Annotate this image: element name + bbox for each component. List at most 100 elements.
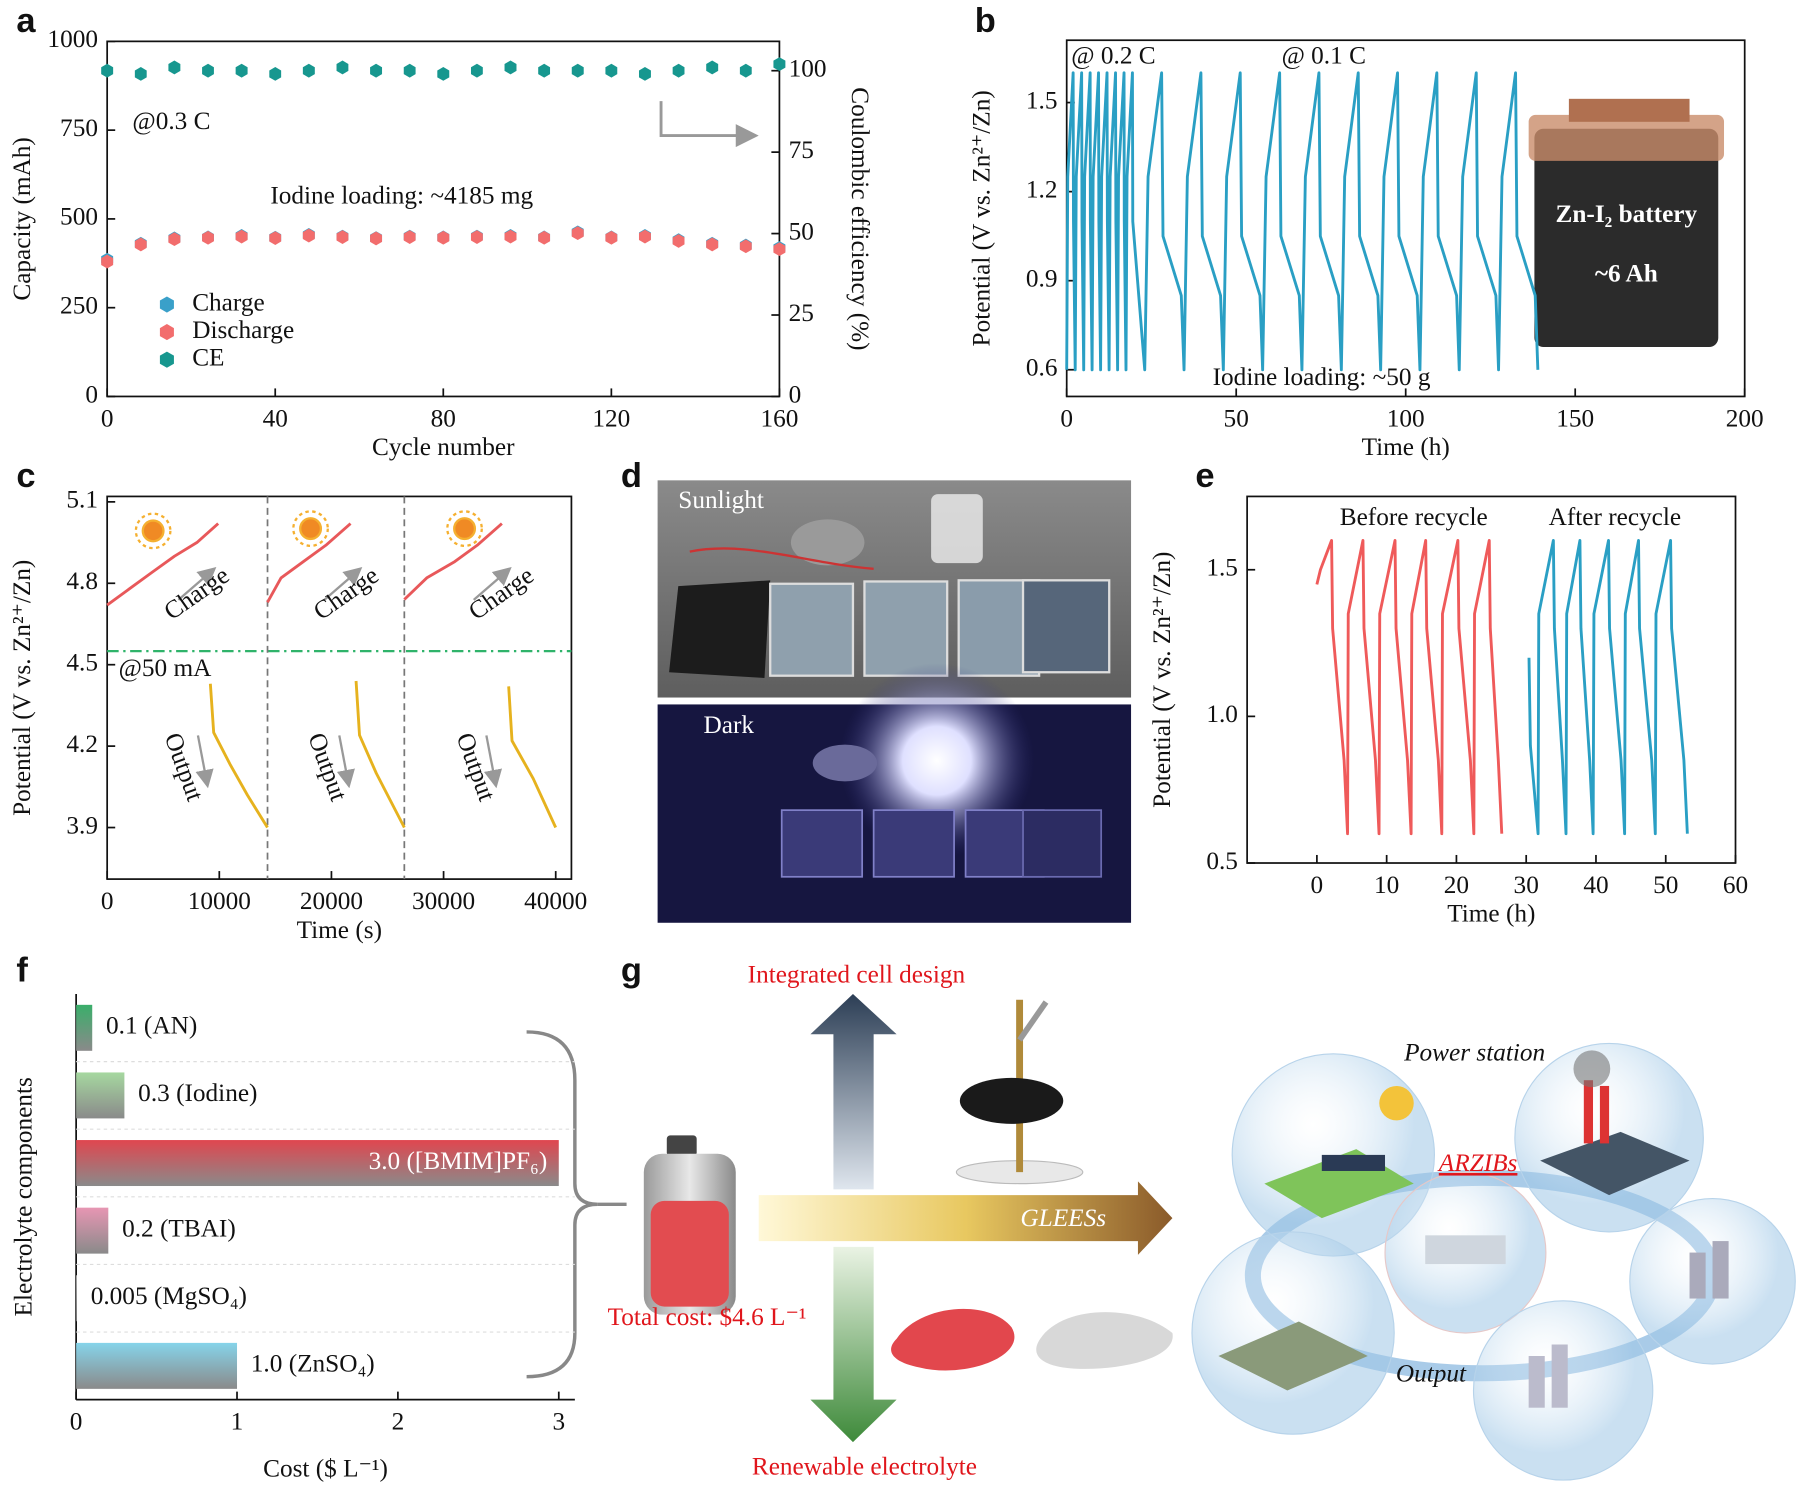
x-tick-label: 10: [1374, 871, 1399, 899]
x-tick-label: 30: [1514, 871, 1539, 899]
direction-arrows: [177, 566, 512, 789]
bar: [76, 1207, 109, 1254]
x-tick-label: 20000: [300, 887, 363, 915]
data-point: [638, 66, 651, 81]
y2-tick-label: 100: [789, 54, 827, 82]
inset-label: Zn-I₂ battery: [1556, 200, 1698, 228]
diagram-label: Output: [1396, 1359, 1467, 1387]
data-point: [269, 66, 282, 81]
data-point: [403, 63, 416, 78]
x-tick-label: 40: [1583, 871, 1608, 899]
y-tick-label: 750: [60, 114, 98, 142]
data-point: [168, 232, 181, 247]
data-point: [101, 254, 114, 269]
bar: [76, 1072, 125, 1119]
x-tick-label: 0: [70, 1408, 83, 1436]
annotation: @ 0.2 C: [1071, 41, 1155, 69]
x-axis-label: Time (h): [1447, 900, 1535, 928]
data-point: [302, 228, 315, 243]
x-tick-label: 20: [1444, 871, 1469, 899]
panel-label: f: [16, 951, 28, 989]
data-point: [504, 60, 517, 75]
diagram-label: Power station: [1403, 1039, 1545, 1067]
x-tick-label: 1: [231, 1408, 244, 1436]
line-series: [106, 522, 220, 607]
data-point: [437, 66, 450, 81]
data-point: [773, 57, 786, 72]
y-tick-label: 4.8: [66, 567, 98, 595]
data-point: [706, 237, 719, 252]
y-tick-label: 5.1: [66, 486, 98, 514]
data-point: [470, 63, 483, 78]
bar-value-label: 0.1 (AN): [106, 1012, 197, 1040]
y-tick-label: 1.2: [1026, 175, 1058, 203]
line-series: [507, 686, 557, 829]
y-axis-label: Capacity (mAh): [8, 137, 36, 300]
bar: [76, 1140, 559, 1187]
y-tick-label: 250: [60, 291, 98, 319]
bar-value-label: 0.3 (Iodine): [138, 1079, 257, 1107]
data-point: [470, 230, 483, 244]
battery-photo: [1528, 98, 1725, 348]
y-tick-label: 0.6: [1026, 354, 1058, 382]
panel-label: d: [621, 457, 642, 495]
y-tick-label: 3.9: [66, 811, 98, 839]
data-point: [437, 230, 450, 245]
y-tick-label: 1.5: [1206, 554, 1238, 582]
annotation: Iodine loading: ~50 g: [1213, 363, 1431, 391]
data-point: [739, 239, 752, 254]
data-point: [773, 242, 786, 257]
photo-sunlight: [657, 480, 1132, 698]
bar-value-label: 0.005 (MgSO₄): [91, 1282, 247, 1310]
data-point: [202, 63, 214, 78]
plot-frame: [106, 495, 573, 880]
photo-label: Dark: [704, 711, 755, 739]
x-tick-label: 0: [1311, 871, 1324, 899]
x-tick-label: 3: [552, 1408, 565, 1436]
x-tick-label: 40000: [524, 887, 587, 915]
data-point: [403, 230, 416, 244]
y2-axis-label: Coulombic efficiency (%): [846, 87, 874, 350]
x-axis-label: Cost ($ L⁻¹): [263, 1455, 388, 1483]
line-series: [1527, 539, 1689, 836]
data-point: [538, 63, 551, 78]
x-axis-label: Time (h): [1362, 433, 1450, 461]
x-tick-label: 200: [1726, 404, 1764, 432]
data-point: [571, 226, 584, 241]
y-tick-label: 1000: [47, 25, 98, 53]
photo-label: Sunlight: [678, 486, 764, 514]
x-tick-label: 50: [1653, 871, 1678, 899]
y2-tick-label: 25: [789, 299, 814, 327]
cell-design: [955, 999, 1084, 1185]
data-point: [336, 60, 349, 75]
legend-marker: [159, 296, 174, 313]
y2-tick-label: 75: [789, 136, 814, 164]
data-point: [605, 63, 618, 78]
line-series: [266, 522, 352, 603]
diagram-label: Total cost: $4.6 L⁻¹: [608, 1303, 807, 1331]
legend-label: Discharge: [192, 316, 294, 344]
annotation: @0.3 C: [132, 107, 210, 135]
data-point: [672, 234, 685, 248]
data-point: [370, 231, 383, 246]
x-tick-label: 0: [1060, 404, 1073, 432]
panel-label: a: [16, 2, 36, 40]
data-point: [168, 60, 181, 75]
x-tick-label: 150: [1556, 404, 1594, 432]
data-point: [302, 63, 315, 78]
x-tick-label: 10000: [188, 887, 251, 915]
bottle: [643, 1135, 736, 1315]
line-series: [1315, 539, 1504, 836]
data-point: [538, 230, 551, 245]
y-tick-label: 0: [85, 380, 98, 408]
x-tick-label: 2: [392, 1408, 405, 1436]
diagram-label: Renewable electrolyte: [752, 1452, 977, 1480]
y-tick-label: 0.9: [1026, 264, 1058, 292]
data-point: [235, 63, 248, 78]
data-point: [202, 230, 214, 245]
bar: [76, 1004, 93, 1051]
data-point: [571, 63, 584, 78]
y-tick-label: 1.0: [1206, 700, 1238, 728]
x-tick-label: 80: [431, 404, 456, 432]
x-tick-label: 30000: [412, 887, 475, 915]
